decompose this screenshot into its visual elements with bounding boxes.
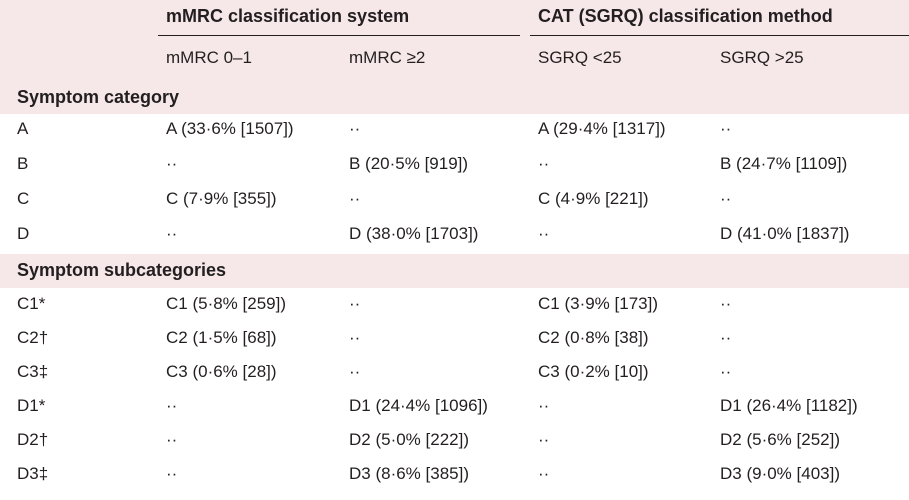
table-cell: D2 (5·0% [222]): [349, 430, 469, 449]
table-cell: ··: [538, 224, 550, 243]
row-label: D: [17, 224, 30, 243]
table-cell: ··: [166, 396, 178, 415]
table-cell: ··: [349, 189, 361, 208]
table-row: D ·· D (38·0% [1703]) ·· D (41·0% [1837]…: [0, 220, 909, 255]
table-cell: B (24·7% [1109]): [720, 154, 848, 173]
column-header-sgrq-lt-25: SGRQ <25: [538, 48, 622, 67]
row-label: D2†: [17, 430, 49, 449]
table-row: D3‡ ·· D3 (8·6% [385]) ·· D3 (9·0% [403]…: [0, 460, 909, 495]
table-cell: C (4·9% [221]): [538, 189, 649, 208]
column-header-mmrc-2: mMRC ≥2: [349, 48, 426, 67]
table-cell: D (38·0% [1703]): [349, 224, 479, 243]
table-cell: D1 (26·4% [1182]): [720, 396, 858, 415]
table-cell: ··: [720, 362, 732, 381]
table-cell: D3 (9·0% [403]): [720, 464, 840, 483]
table-cell: C (7·9% [355]): [166, 189, 277, 208]
table-cell: D2 (5·6% [252]): [720, 430, 840, 449]
table-row: C1* C1 (5·8% [259]) ·· C1 (3·9% [173]) ·…: [0, 290, 909, 325]
table-cell: B (20·5% [919]): [349, 154, 469, 173]
table-header-band: [0, 0, 909, 80]
table-cell: ··: [538, 154, 550, 173]
table-cell: ··: [720, 328, 732, 347]
section-band-symptom-subcategories: [0, 254, 909, 288]
row-label: C2†: [17, 328, 49, 347]
table-cell: ··: [166, 224, 178, 243]
mmrc-group-header: mMRC classification system: [166, 6, 410, 26]
row-label: C: [17, 189, 30, 208]
table-cell: C1 (5·8% [259]): [166, 294, 286, 313]
column-header-mmrc-0-1: mMRC 0–1: [166, 48, 252, 67]
table-row: C2† C2 (1·5% [68]) ·· C2 (0·8% [38]) ··: [0, 324, 909, 359]
table-cell: ··: [349, 294, 361, 313]
table-cell: C3 (0·6% [28]): [166, 362, 277, 381]
table-row: D2† ·· D2 (5·0% [222]) ·· D2 (5·6% [252]…: [0, 426, 909, 461]
table-cell: ··: [349, 362, 361, 381]
table-cell: ··: [720, 119, 732, 138]
table-cell: A (29·4% [1317]): [538, 119, 666, 138]
table-cell: D (41·0% [1837]): [720, 224, 850, 243]
section-band-symptom-category: [0, 80, 909, 114]
section-title-symptom-subcategories: Symptom subcategories: [17, 260, 227, 280]
table-cell: ··: [720, 189, 732, 208]
table-cell: C1 (3·9% [173]): [538, 294, 658, 313]
table-cell: D1 (24·4% [1096]): [349, 396, 488, 415]
row-label: D1*: [17, 396, 46, 415]
cat-group-header: CAT (SGRQ) classification method: [538, 6, 833, 26]
table-cell: C2 (1·5% [68]): [166, 328, 277, 347]
row-label: C1*: [17, 294, 46, 313]
table-row: A A (33·6% [1507]) ·· A (29·4% [1317]) ·…: [0, 115, 909, 150]
row-label: D3‡: [17, 464, 49, 483]
table-cell: C3 (0·2% [10]): [538, 362, 649, 381]
table-cell: C2 (0·8% [38]): [538, 328, 649, 347]
table-cell: ··: [538, 430, 550, 449]
table-cell: ··: [349, 119, 361, 138]
cat-group-rule: [530, 35, 909, 36]
row-label: C3‡: [17, 362, 49, 381]
table-cell: ··: [166, 154, 178, 173]
table-cell: D3 (8·6% [385]): [349, 464, 469, 483]
row-label: A: [17, 119, 29, 138]
table-row: C3‡ C3 (0·6% [28]) ·· C3 (0·2% [10]) ··: [0, 358, 909, 393]
table-row: B ·· B (20·5% [919]) ·· B (24·7% [1109]): [0, 150, 909, 185]
table-cell: A (33·6% [1507]): [166, 119, 294, 138]
table-row: C C (7·9% [355]) ·· C (4·9% [221]) ··: [0, 185, 909, 220]
table-cell: ··: [538, 396, 550, 415]
table-cell: ··: [166, 464, 178, 483]
table-cell: ··: [349, 328, 361, 347]
table-cell: ··: [538, 464, 550, 483]
column-header-sgrq-gt-25: SGRQ >25: [720, 48, 804, 67]
table-cell: ··: [720, 294, 732, 313]
table-cell: ··: [166, 430, 178, 449]
table-row: D1* ·· D1 (24·4% [1096]) ·· D1 (26·4% [1…: [0, 392, 909, 427]
section-title-symptom-category: Symptom category: [17, 87, 180, 107]
row-label: B: [17, 154, 29, 173]
mmrc-group-rule: [158, 35, 520, 36]
